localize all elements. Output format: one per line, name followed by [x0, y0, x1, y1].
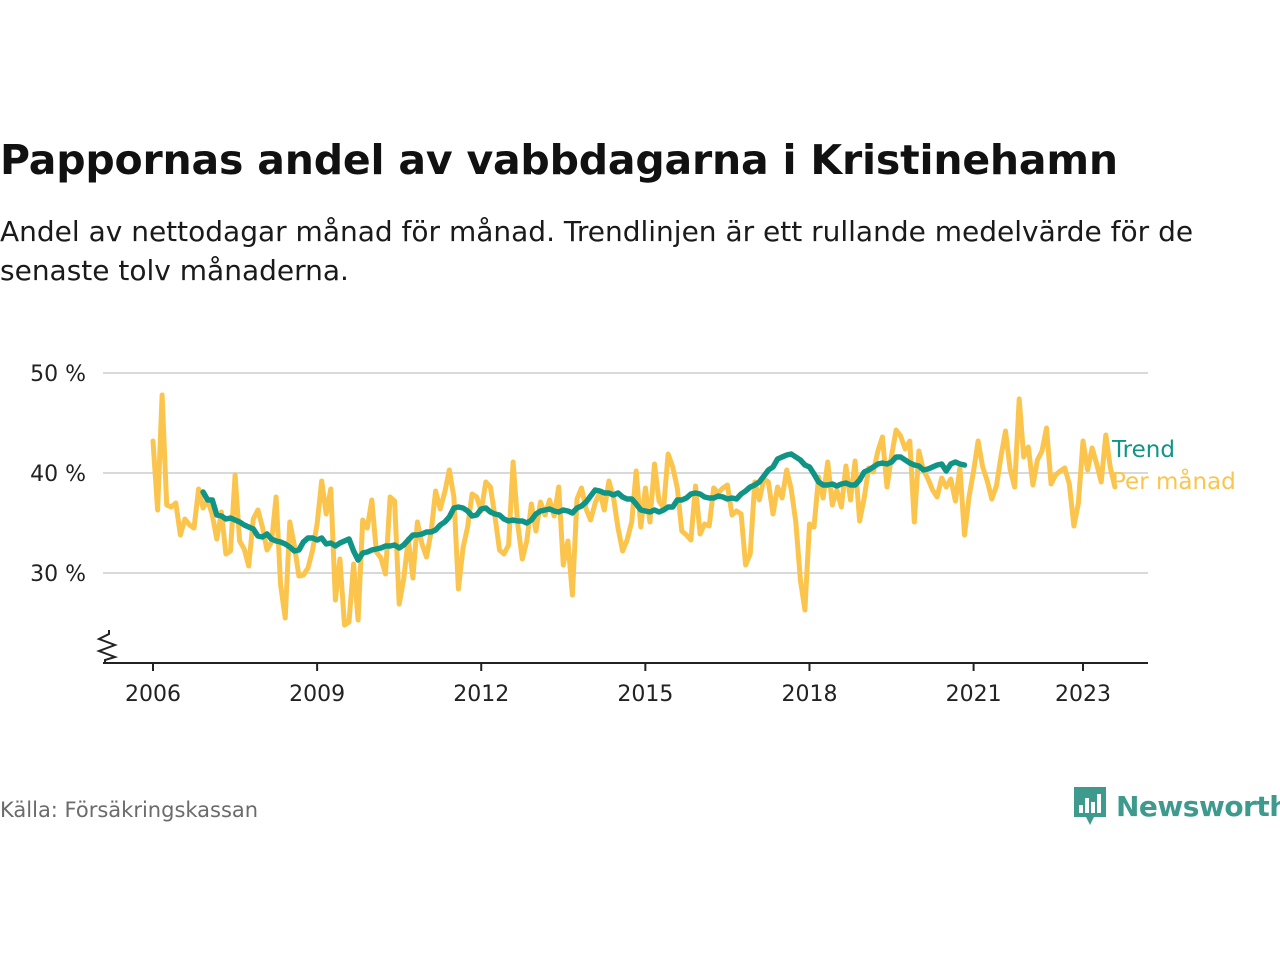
x-tick-label: 2023: [1055, 682, 1111, 707]
brand-name: Newsworthy: [1116, 790, 1280, 823]
x-tick-label: 2018: [781, 682, 837, 707]
chart-title: Pappornas andel av vabbdagarna i Kristin…: [0, 136, 1118, 184]
x-tick-label: 2021: [946, 682, 1002, 707]
x-tick-label: 2006: [125, 682, 181, 707]
source-note: Källa: Försäkringskassan: [0, 798, 258, 822]
x-tick-label: 2009: [289, 682, 345, 707]
brand-logo[interactable]: Newsworthy: [1072, 784, 1280, 828]
x-tick-label: 2015: [617, 682, 673, 707]
y-tick-label: 50 %: [30, 362, 86, 387]
series-lines: [153, 395, 1115, 625]
series-label-trend: Trend: [1111, 437, 1175, 463]
axis-break-icon: [99, 630, 115, 663]
newsworthy-logo-icon: [1072, 785, 1108, 827]
y-tick-label: 30 %: [30, 562, 86, 587]
series-line-monthly: [153, 395, 1115, 625]
x-tick-label: 2012: [453, 682, 509, 707]
series-labels: Per månad Trend: [1111, 437, 1236, 495]
chart-subtitle: Andel av nettodagar månad för månad. Tre…: [0, 212, 1260, 290]
axes: 30 % 40 % 50 % 2006 2009 2012 2015 2018 2021 2023: [30, 362, 1148, 707]
line-chart: 30 % 40 % 50 % 2006 2009 2012 2015 2018 2021 2023…: [0, 340, 1280, 720]
y-tick-label: 40 %: [30, 462, 86, 487]
series-label-monthly: Per månad: [1112, 467, 1236, 495]
